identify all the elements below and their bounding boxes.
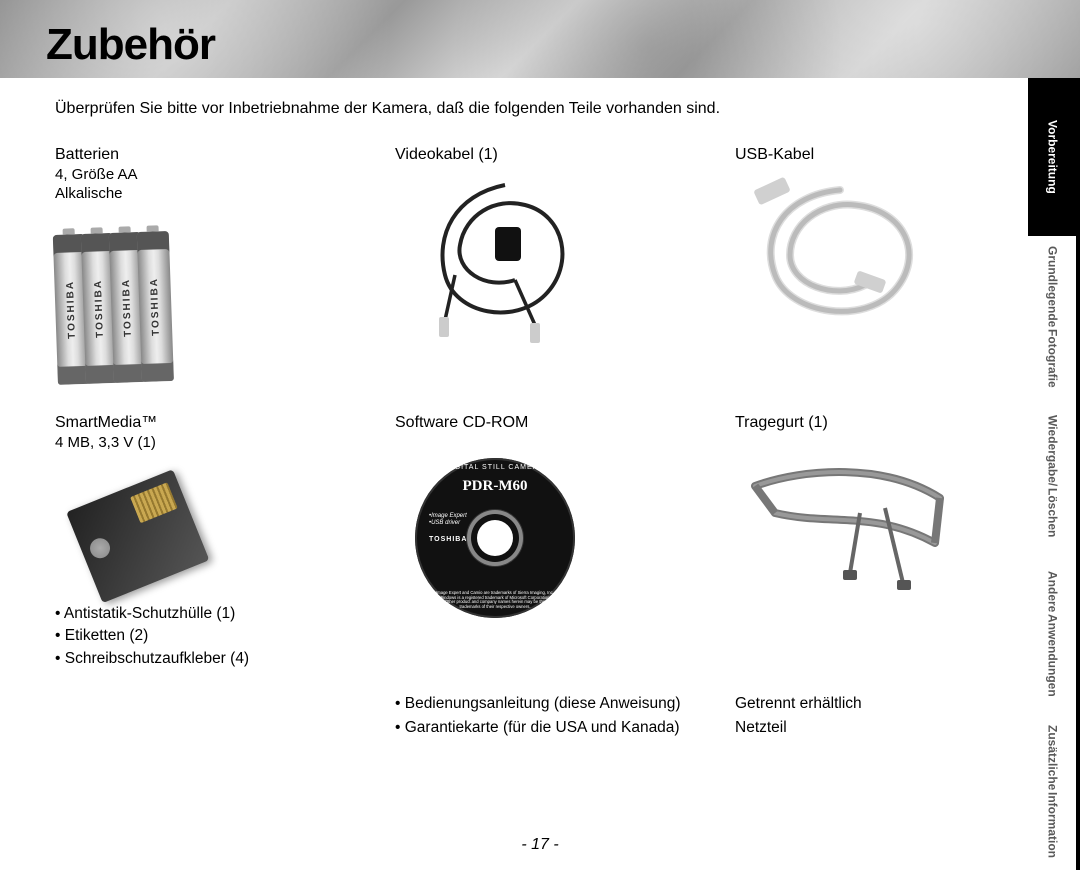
item-label: Tragegurt (1) [735, 414, 1015, 432]
item-label: Software CD-ROM [395, 414, 735, 432]
bottom-col-manuals: • Bedienungsanleitung (diese Anweisung) … [395, 692, 735, 739]
item-strap: Tragegurt (1) [735, 414, 1015, 670]
item-label: Batterien [55, 146, 395, 164]
tab-vorbereitung[interactable]: Vorbereitung [1028, 78, 1076, 236]
bullet-line: • Schreibschutzaufkleber (4) [55, 648, 395, 670]
item-batteries: Batterien 4, Größe AA Alkalische [55, 146, 395, 384]
tab-label: Andere [1045, 571, 1060, 612]
item-sublabel: Alkalische [55, 185, 395, 202]
page-right-border [1076, 78, 1080, 870]
bullet-line: • Etiketten (2) [55, 625, 395, 647]
usbcable-image [735, 166, 1015, 346]
cd-fine-print: Image Expert and Camio are trademarks of… [435, 591, 555, 610]
cd-brand-text: TOSHIBA [429, 536, 467, 543]
bottom-col-separate: Getrennt erhältlich Netzteil [735, 692, 1015, 739]
page-title: Zubehör [46, 20, 215, 70]
side-tabs: Vorbereitung Grundlegende Fotografie Wie… [1028, 78, 1076, 870]
item-videocable: Videokabel (1) [395, 146, 735, 384]
bottom-row: • Bedienungsanleitung (diese Anweisung) … [55, 692, 1020, 739]
item-label: Videokabel (1) [395, 146, 735, 164]
tab-label: Fotografie [1045, 329, 1060, 388]
tab-wiedergabe-loeschen[interactable]: Wiedergabe/ Löschen [1028, 398, 1076, 556]
item-cdrom: Software CD-ROM DIGITAL STILL CAMERA PDR… [395, 414, 735, 670]
item-label: USB-Kabel [735, 146, 1015, 164]
item-smartmedia: SmartMedia™ 4 MB, 3,3 V (1) • Antistatik… [55, 414, 395, 670]
videocable-image [395, 166, 735, 346]
strap-image [735, 434, 1015, 634]
bullet-line: • Bedienungsanleitung (diese Anweisung) [395, 692, 735, 715]
bullet-line: • Antistatik-Schutzhülle (1) [55, 603, 395, 625]
content-area: Überprüfen Sie bitte vor Inbetriebnahme … [55, 100, 1020, 820]
intro-text: Überprüfen Sie bitte vor Inbetriebnahme … [55, 100, 1020, 118]
tab-label: Wiedergabe/ [1045, 415, 1060, 486]
smartmedia-bullets: • Antistatik-Schutzhülle (1) • Etiketten… [55, 603, 395, 670]
tab-grundlegende-fotografie[interactable]: Grundlegende Fotografie [1028, 236, 1076, 398]
text-line: Netzteil [735, 716, 1015, 739]
batteries-image [55, 204, 395, 384]
text-line: Getrennt erhältlich [735, 692, 1015, 715]
tab-label: Löschen [1045, 488, 1060, 537]
item-label: SmartMedia™ [55, 414, 395, 432]
tab-label: Vorbereitung [1045, 120, 1060, 194]
cd-side-text: •Image Expert•USB driver [429, 513, 467, 527]
cd-model-text: PDR-M60 [415, 478, 575, 495]
smartmedia-image [55, 453, 395, 593]
item-sublabel: 4, Größe AA [55, 166, 395, 183]
item-sublabel: 4 MB, 3,3 V (1) [55, 434, 395, 451]
accessory-grid: Batterien 4, Größe AA Alkalische Videoka… [55, 146, 1020, 670]
cd-hole [477, 520, 513, 556]
tab-label: Grundlegende [1045, 246, 1060, 327]
bullet-line: • Garantiekarte (für die USA und Kanada) [395, 716, 735, 739]
item-usbcable: USB-Kabel [735, 146, 1015, 384]
tab-andere-anwendungen[interactable]: Andere Anwendungen [1028, 555, 1076, 713]
tab-label: Anwendungen [1045, 614, 1060, 697]
page-number: - 17 - [0, 836, 1080, 854]
tab-label: Zusätzliche [1045, 725, 1060, 790]
cd-arc-text: DIGITAL STILL CAMERA [415, 464, 575, 471]
cdrom-image: DIGITAL STILL CAMERA PDR-M60 •Image Expe… [395, 434, 735, 634]
